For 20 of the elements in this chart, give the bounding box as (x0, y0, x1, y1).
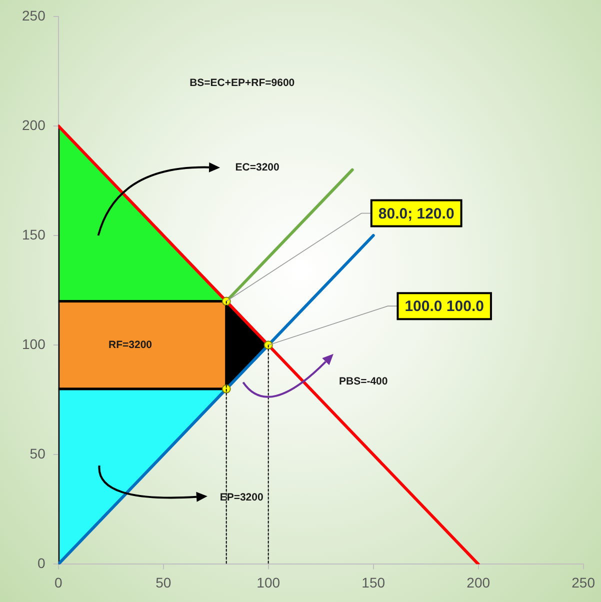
x-tick-label: 150 (362, 574, 386, 590)
y-tick-label: 150 (22, 226, 46, 242)
y-tick-label: 50 (30, 446, 46, 462)
y-tick-label: 250 (22, 7, 46, 24)
annotation: RF=3200 (108, 338, 152, 351)
y-tick-label: 100 (22, 336, 46, 352)
x-tick-label: 250 (572, 574, 596, 590)
annotation: 80.0; 120.0 (378, 205, 454, 222)
annotation: 100.0 100.0 (404, 298, 484, 316)
point (222, 384, 231, 394)
y-tick-label: 200 (22, 116, 46, 133)
annotation: EC=3200 (235, 161, 280, 174)
y-tick-label: 0 (38, 555, 46, 572)
x-tick-label: 100 (256, 574, 280, 590)
x-tick-label: 50 (156, 574, 172, 590)
x-tick-label: 200 (466, 574, 490, 590)
x-tick-label: 0 (54, 574, 62, 590)
annotation: EP=3200 (220, 491, 264, 504)
annotation: PBS=-400 (338, 376, 388, 388)
annotation: BS=EC+EP+RF=9600 (190, 77, 295, 90)
